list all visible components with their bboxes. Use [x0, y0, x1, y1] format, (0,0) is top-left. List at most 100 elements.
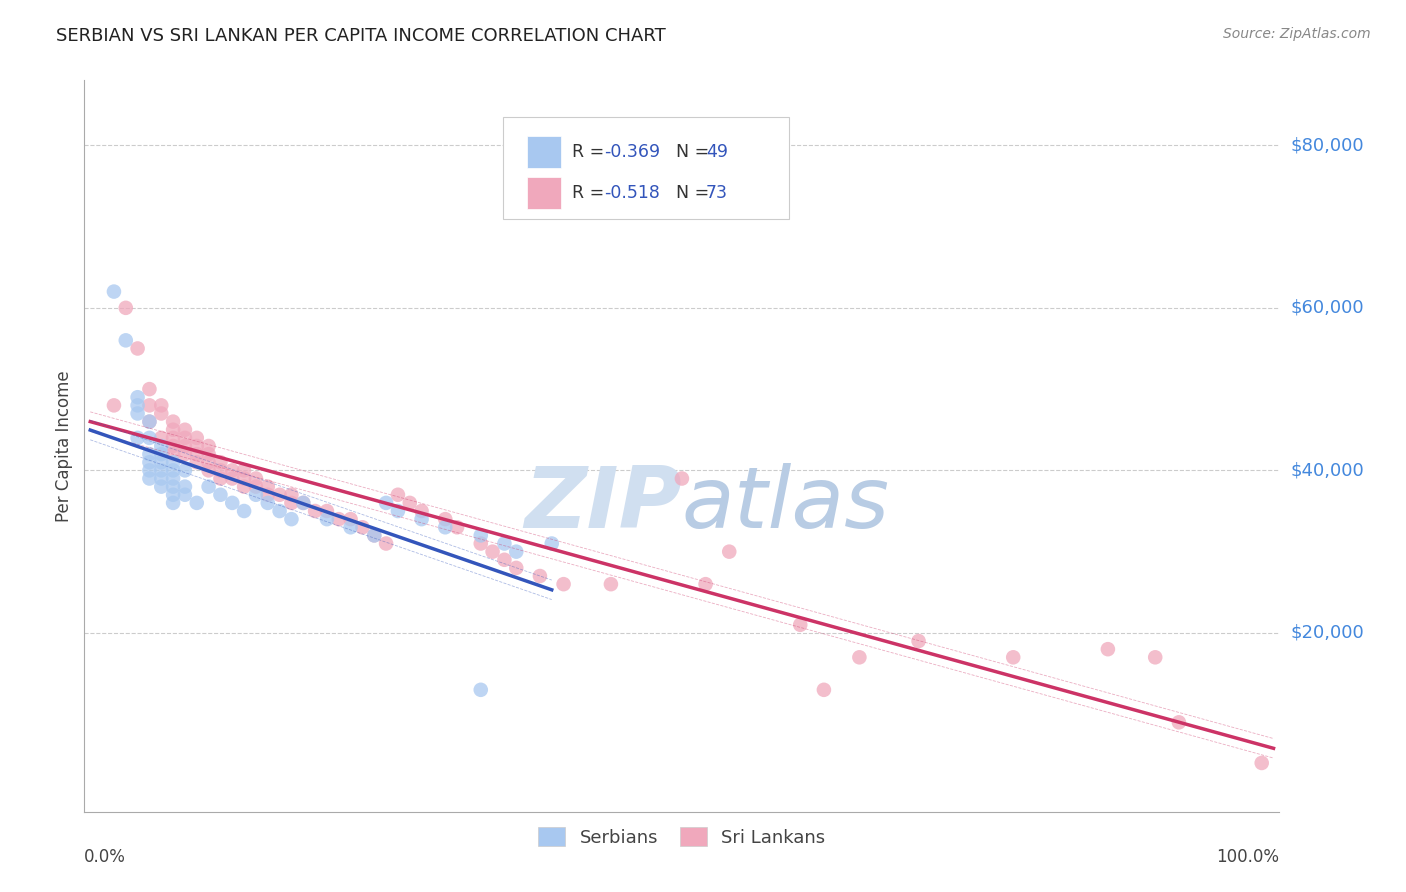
Text: $20,000: $20,000 — [1291, 624, 1364, 642]
Point — [174, 480, 197, 494]
Point — [1097, 642, 1119, 657]
Point — [162, 423, 184, 437]
Point — [494, 536, 516, 550]
Point — [162, 463, 184, 477]
FancyBboxPatch shape — [527, 136, 561, 169]
Point — [292, 496, 315, 510]
Text: $80,000: $80,000 — [1291, 136, 1364, 154]
Point — [186, 455, 208, 469]
Point — [162, 488, 184, 502]
Point — [174, 447, 197, 461]
Point — [434, 520, 457, 534]
Text: SERBIAN VS SRI LANKAN PER CAPITA INCOME CORRELATION CHART: SERBIAN VS SRI LANKAN PER CAPITA INCOME … — [56, 27, 666, 45]
FancyBboxPatch shape — [503, 117, 790, 219]
Point — [138, 471, 160, 485]
Point — [197, 480, 219, 494]
Point — [411, 512, 433, 526]
Text: -0.518: -0.518 — [605, 184, 659, 202]
Text: Source: ZipAtlas.com: Source: ZipAtlas.com — [1223, 27, 1371, 41]
Point — [328, 512, 350, 526]
Point — [481, 544, 503, 558]
Point — [245, 471, 267, 485]
Point — [138, 398, 160, 412]
Text: $60,000: $60,000 — [1291, 299, 1364, 317]
Point — [103, 398, 125, 412]
Point — [269, 488, 291, 502]
Point — [162, 455, 184, 469]
Point — [245, 488, 267, 502]
Text: 49: 49 — [706, 144, 728, 161]
Point — [505, 544, 527, 558]
Point — [103, 285, 125, 299]
Point — [789, 617, 811, 632]
Point — [494, 553, 516, 567]
Point — [233, 471, 256, 485]
Point — [280, 512, 302, 526]
Text: ZIP: ZIP — [524, 463, 682, 546]
Point — [1144, 650, 1167, 665]
Point — [387, 488, 409, 502]
Point — [352, 520, 374, 534]
Point — [162, 480, 184, 494]
Point — [186, 496, 208, 510]
Legend: Serbians, Sri Lankans: Serbians, Sri Lankans — [531, 820, 832, 854]
Point — [233, 463, 256, 477]
Point — [505, 561, 527, 575]
Point — [553, 577, 575, 591]
Point — [162, 471, 184, 485]
Point — [600, 577, 623, 591]
Point — [150, 463, 173, 477]
Point — [138, 415, 160, 429]
Point — [316, 512, 339, 526]
FancyBboxPatch shape — [527, 177, 561, 209]
Text: 0.0%: 0.0% — [84, 848, 127, 866]
Point — [233, 480, 256, 494]
Point — [186, 439, 208, 453]
Point — [150, 480, 173, 494]
Text: R =: R = — [572, 184, 610, 202]
Point — [127, 390, 149, 404]
Point — [150, 439, 173, 453]
Point — [150, 447, 173, 461]
Point — [209, 463, 232, 477]
Point — [150, 431, 173, 445]
Point — [186, 431, 208, 445]
Point — [280, 496, 302, 510]
Point — [529, 569, 551, 583]
Text: N =: N = — [676, 184, 714, 202]
Point — [470, 528, 492, 542]
Point — [127, 342, 149, 356]
Point — [387, 504, 409, 518]
Point — [114, 334, 136, 348]
Point — [150, 407, 173, 421]
Point — [209, 455, 232, 469]
Point — [221, 496, 243, 510]
Point — [138, 455, 160, 469]
Point — [1167, 715, 1189, 730]
Text: 73: 73 — [706, 184, 728, 202]
Point — [127, 431, 149, 445]
Point — [197, 463, 219, 477]
Point — [446, 520, 468, 534]
Point — [197, 447, 219, 461]
Point — [221, 463, 243, 477]
Point — [162, 439, 184, 453]
Point — [174, 439, 197, 453]
Point — [375, 496, 398, 510]
Point — [339, 512, 361, 526]
Point — [138, 431, 160, 445]
Point — [174, 423, 197, 437]
Point — [718, 544, 741, 558]
Point — [375, 536, 398, 550]
Point — [221, 471, 243, 485]
Point — [907, 634, 929, 648]
Point — [209, 471, 232, 485]
Point — [162, 447, 184, 461]
Point — [197, 439, 219, 453]
Text: N =: N = — [676, 144, 714, 161]
Point — [174, 488, 197, 502]
Point — [848, 650, 870, 665]
Point — [398, 496, 420, 510]
Point — [174, 431, 197, 445]
Text: -0.369: -0.369 — [605, 144, 661, 161]
